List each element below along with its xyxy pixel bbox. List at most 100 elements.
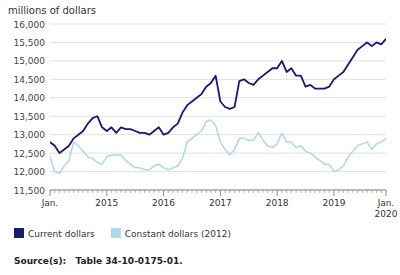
x-minor-tick (196, 190, 197, 193)
x-minor-tick (64, 190, 65, 193)
plot-area (50, 39, 386, 174)
x-minor-tick (125, 190, 126, 193)
x-minor-tick (239, 190, 240, 193)
x-major-tick (277, 190, 278, 196)
x-minor-tick (348, 190, 349, 193)
x-minor-tick (352, 190, 353, 193)
grid-line (50, 97, 386, 98)
x-major-tick (106, 190, 107, 196)
grid-line (50, 60, 386, 61)
x-minor-tick (253, 190, 254, 193)
x-tick-label-line: 2019 (322, 198, 345, 208)
x-minor-tick (83, 190, 84, 193)
source: Source(s): Table 34-10-0175-01. (14, 256, 183, 266)
x-minor-tick (54, 190, 55, 193)
x-minor-tick (206, 190, 207, 193)
x-minor-tick (357, 190, 358, 193)
grid-line (50, 42, 386, 43)
y-tick-label: 13,000 (14, 130, 46, 140)
x-minor-tick (201, 190, 202, 193)
x-minor-tick (300, 190, 301, 193)
x-minor-tick (191, 190, 192, 193)
x-minor-tick (102, 190, 103, 193)
x-minor-tick (130, 190, 131, 193)
x-minor-tick (120, 190, 121, 193)
x-tick-label-line: Jan. (41, 198, 59, 208)
x-minor-tick (149, 190, 150, 193)
x-major-tick (220, 190, 221, 196)
y-tick-label: 14,500 (14, 75, 46, 85)
x-minor-tick (158, 190, 159, 193)
x-minor-tick (144, 190, 145, 193)
series-line (50, 39, 386, 153)
x-tick-label: 2017 (209, 198, 232, 208)
x-minor-tick (362, 190, 363, 193)
x-minor-tick (229, 190, 230, 193)
x-minor-tick (173, 190, 174, 193)
x-major-tick (386, 190, 387, 196)
legend-swatch (111, 228, 121, 238)
x-minor-tick (135, 190, 136, 193)
x-minor-tick (310, 190, 311, 193)
x-tick-label: 2019 (322, 198, 345, 208)
x-minor-tick (177, 190, 178, 193)
y-axis-label: millions of dollars (8, 5, 96, 16)
x-major-tick (163, 190, 164, 196)
x-minor-tick (272, 190, 273, 193)
x-minor-tick (367, 190, 368, 193)
y-tick-label: 15,500 (14, 38, 46, 48)
x-minor-tick (78, 190, 79, 193)
x-major-tick (50, 190, 51, 196)
x-minor-tick (296, 190, 297, 193)
x-tick-label: 2018 (266, 198, 289, 208)
x-minor-tick (262, 190, 263, 193)
x-minor-tick (381, 190, 382, 193)
x-minor-tick (154, 190, 155, 193)
y-tick-label: 16,000 (14, 20, 46, 30)
x-minor-tick (343, 190, 344, 193)
x-minor-tick (68, 190, 69, 193)
x-minor-tick (338, 190, 339, 193)
legend-label: Current dollars (28, 229, 95, 239)
grid-line (50, 190, 386, 191)
x-minor-tick (111, 190, 112, 193)
x-minor-tick (248, 190, 249, 193)
grid-line (50, 116, 386, 117)
x-tick-label-line: 2018 (266, 198, 289, 208)
x-tick-label: Jan.2020 (375, 198, 398, 219)
y-tick-label: 15,000 (14, 56, 46, 66)
x-minor-tick (291, 190, 292, 193)
x-minor-tick (182, 190, 183, 193)
x-tick-label-line: 2016 (152, 198, 175, 208)
x-minor-tick (267, 190, 268, 193)
y-tick-label: 12,000 (14, 167, 46, 177)
x-minor-tick (139, 190, 140, 193)
series-line (50, 120, 386, 173)
y-tick-label: 14,000 (14, 93, 46, 103)
x-minor-tick (215, 190, 216, 193)
x-major-tick (333, 190, 334, 196)
x-tick-label-line: 2017 (209, 198, 232, 208)
x-minor-tick (281, 190, 282, 193)
x-tick-label-line: Jan. (377, 198, 395, 208)
x-minor-tick (97, 190, 98, 193)
x-minor-tick (324, 190, 325, 193)
x-tick-label-line: 2020 (375, 209, 398, 219)
x-minor-tick (315, 190, 316, 193)
x-minor-tick (305, 190, 306, 193)
x-minor-tick (168, 190, 169, 193)
x-axis-line (50, 190, 386, 191)
x-minor-tick (376, 190, 377, 193)
x-minor-tick (87, 190, 88, 193)
legend-swatch (14, 228, 24, 238)
x-minor-tick (73, 190, 74, 193)
x-minor-tick (258, 190, 259, 193)
x-tick-label: 2015 (95, 198, 118, 208)
x-minor-tick (210, 190, 211, 193)
grid-line (50, 24, 386, 25)
x-minor-tick (116, 190, 117, 193)
x-minor-tick (319, 190, 320, 193)
x-tick-label: Jan. (41, 198, 59, 208)
y-tick-label: 13,500 (14, 112, 46, 122)
x-minor-tick (225, 190, 226, 193)
